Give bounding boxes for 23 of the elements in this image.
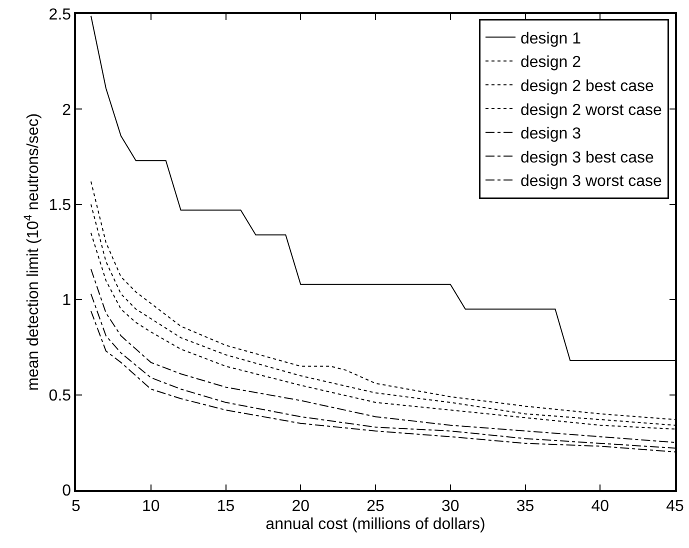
legend-label: design 3 worst case	[520, 173, 662, 190]
y-tick-label: 1	[62, 292, 72, 310]
legend-label: design 2	[520, 54, 582, 72]
x-tick-label: 10	[142, 498, 160, 515]
y-tick-label: 2.5	[48, 6, 72, 24]
y-tick-label: 0	[62, 482, 72, 500]
x-tick-label: 25	[366, 498, 384, 515]
legend-label: design 3	[520, 126, 582, 143]
y-tick-label: 2	[62, 102, 72, 119]
x-tick-label: 35	[516, 498, 534, 515]
y-tick-label: 0.5	[48, 387, 72, 404]
x-tick-label: 45	[666, 498, 684, 515]
legend-label: design 1	[520, 30, 582, 48]
y-tick-label: 1.5	[48, 197, 72, 214]
x-tick-label: 40	[591, 498, 610, 515]
x-axis-title: annual cost (millions of dollars)	[266, 516, 486, 534]
x-tick-label: 15	[216, 498, 235, 515]
legend-label: design 2 best case	[520, 78, 654, 95]
x-tick-label: 30	[441, 498, 460, 515]
legend-label: design 3 best case	[520, 149, 654, 166]
legend-label: design 2 worst case	[520, 102, 662, 119]
x-tick-label: 5	[72, 498, 81, 515]
x-tick-label: 20	[292, 498, 310, 515]
